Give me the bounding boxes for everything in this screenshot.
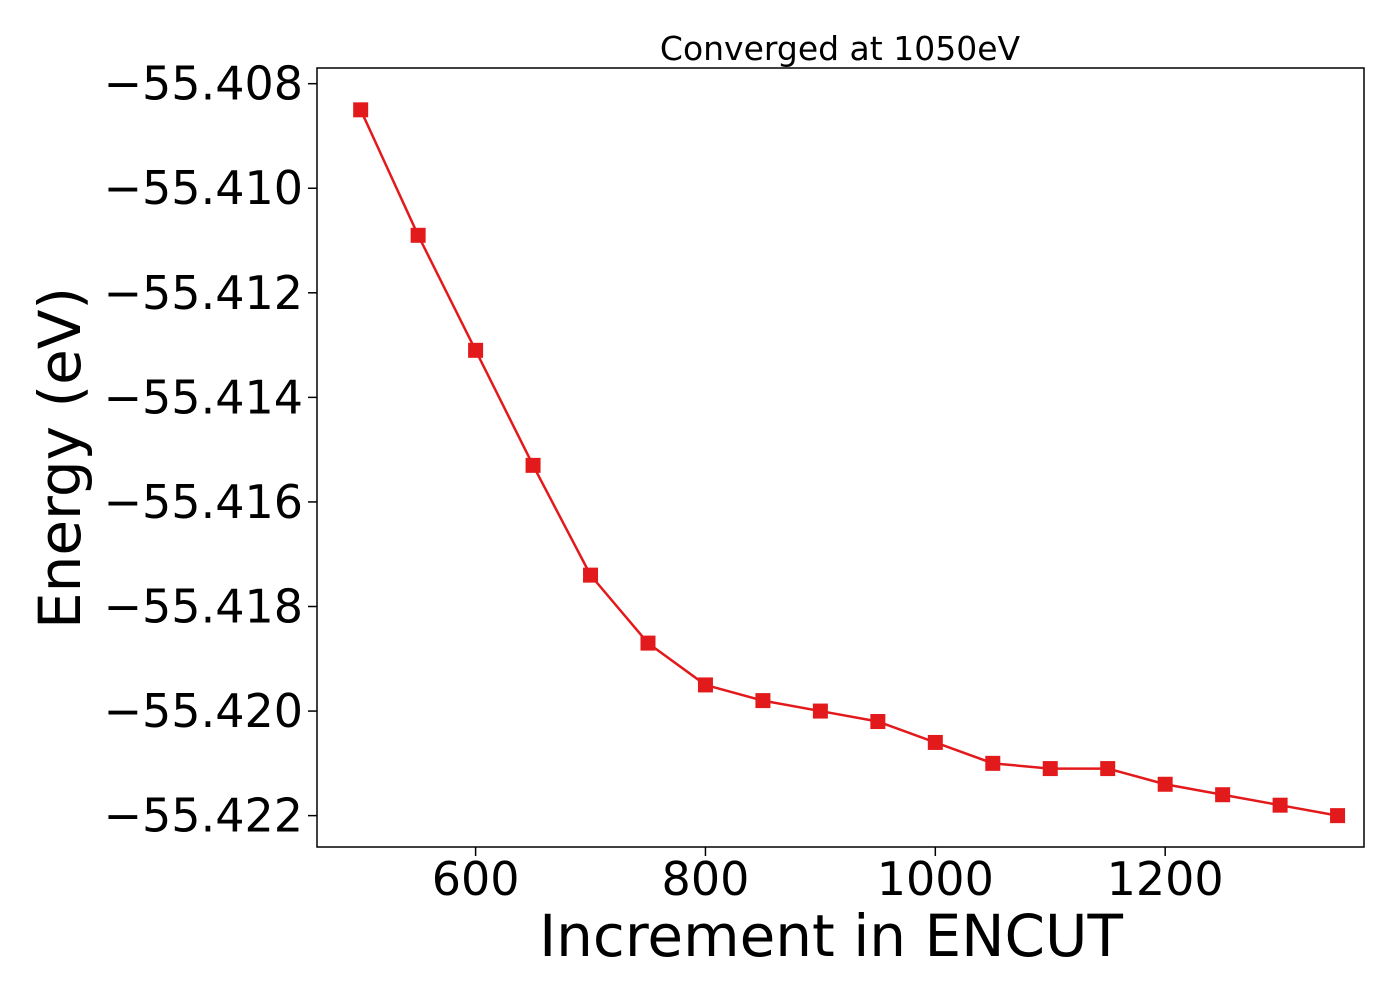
y-axis: −55.408 −55.410 −55.412 −55.414 −55.416 −55.4…: [104, 57, 317, 843]
y-tick-label-3: −55.414: [104, 370, 304, 424]
data-point-0-3: [525, 457, 541, 473]
x-tick-label-0: 600: [432, 852, 520, 906]
data-point-0-0: [353, 102, 369, 118]
y-axis-label: Energy (eV): [26, 287, 94, 629]
data-point-0-16: [1272, 797, 1288, 813]
y-tick-label-5: −55.418: [104, 580, 304, 634]
x-axis: 600 800 1000 1200: [432, 847, 1224, 906]
plot-frame: [316, 67, 1365, 848]
data-point-0-15: [1215, 787, 1231, 803]
data-point-0-5: [640, 635, 656, 651]
data-point-0-6: [697, 677, 713, 693]
x-tick-label-1: 800: [662, 852, 750, 906]
y-tick-label-6: −55.420: [104, 684, 304, 738]
x-axis-label: Increment in ENCUT: [539, 902, 1123, 970]
series-line-0: [359, 109, 1338, 817]
data-point-0-8: [812, 703, 828, 719]
data-point-0-9: [870, 714, 886, 730]
data-point-0-7: [755, 693, 771, 709]
data-point-0-14: [1157, 776, 1173, 792]
data-point-0-4: [583, 567, 599, 583]
y-tick-label-7: −55.422: [104, 789, 304, 843]
data-point-0-13: [1100, 761, 1116, 777]
x-tick-label-2: 1000: [877, 852, 994, 906]
series-layer: [353, 102, 1346, 824]
chart-title: Converged at 1050eV: [660, 29, 1021, 68]
data-point-0-11: [985, 755, 1001, 771]
y-tick-label-0: −55.408: [104, 57, 304, 111]
data-point-0-12: [1042, 761, 1058, 777]
y-tick-label-1: −55.410: [104, 161, 304, 215]
data-point-0-2: [468, 342, 484, 358]
data-point-0-17: [1330, 808, 1346, 824]
x-tick-label-3: 1200: [1107, 852, 1224, 906]
data-point-0-10: [927, 734, 943, 750]
y-tick-label-2: −55.412: [104, 266, 304, 320]
y-tick-label-4: −55.416: [104, 475, 304, 529]
data-point-0-1: [410, 227, 426, 243]
